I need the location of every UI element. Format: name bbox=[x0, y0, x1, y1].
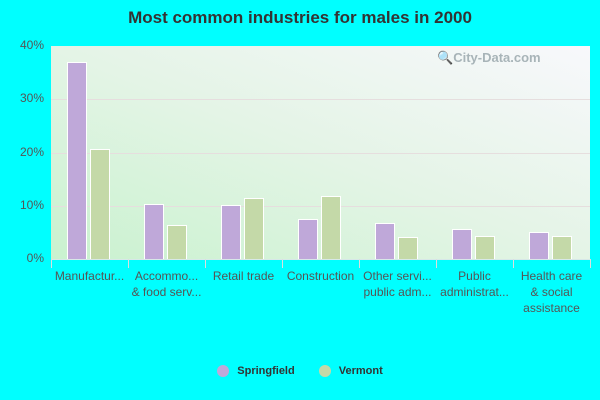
x-tick-mark bbox=[436, 259, 437, 268]
bar-vermont[interactable] bbox=[321, 196, 341, 259]
bar-vermont[interactable] bbox=[398, 237, 418, 259]
legend-label: Vermont bbox=[338, 365, 383, 377]
x-tick-label: Retail trade bbox=[212, 269, 275, 283]
gridline bbox=[51, 99, 590, 101]
legend-swatch-icon bbox=[217, 365, 230, 377]
x-tick-label: Manufactur... bbox=[54, 269, 125, 283]
y-tick-label: 10% bbox=[19, 197, 44, 212]
bar-springfield[interactable] bbox=[529, 232, 549, 259]
y-tick-label: 40% bbox=[19, 38, 44, 52]
bar-springfield[interactable] bbox=[298, 218, 318, 259]
y-tick-label: 30% bbox=[19, 91, 44, 106]
x-tick-mark bbox=[590, 259, 591, 268]
legend-item-vermont[interactable]: Vermont bbox=[318, 365, 383, 377]
x-tick-mark bbox=[205, 259, 206, 268]
bar-springfield[interactable] bbox=[67, 61, 87, 259]
bar-springfield[interactable] bbox=[375, 223, 395, 259]
bar-springfield[interactable] bbox=[452, 229, 472, 259]
x-tick-label: Public administrat... bbox=[440, 269, 509, 299]
x-tick-mark bbox=[359, 259, 360, 268]
watermark: 🔍City-Data.com bbox=[437, 50, 541, 65]
legend-swatch-icon bbox=[318, 365, 331, 377]
bar-vermont[interactable] bbox=[475, 236, 495, 259]
y-tick-label: 0% bbox=[26, 251, 44, 265]
bar-vermont[interactable] bbox=[552, 236, 572, 259]
bar-springfield[interactable] bbox=[221, 205, 241, 259]
bar-vermont[interactable] bbox=[244, 198, 264, 259]
legend-label: Springfield bbox=[237, 365, 295, 377]
x-tick-mark bbox=[128, 259, 129, 268]
chart-title: Most common industries for males in 2000 bbox=[128, 8, 472, 27]
x-axis-line bbox=[51, 259, 590, 260]
x-tick-mark bbox=[282, 259, 283, 268]
legend: Springfield Vermont bbox=[0, 365, 600, 377]
gridline bbox=[51, 152, 590, 154]
bar-springfield[interactable] bbox=[144, 204, 164, 259]
x-tick-label: Health care & social assistance bbox=[520, 269, 583, 315]
plot-area: 🔍City-Data.com bbox=[51, 46, 590, 259]
x-tick-label: Other servi... public adm... bbox=[363, 269, 432, 299]
gridline bbox=[51, 205, 590, 207]
x-tick-mark bbox=[513, 259, 514, 268]
x-tick-label: Accommo... & food serv... bbox=[131, 269, 202, 299]
magnifier-chart-icon: 🔍 bbox=[437, 50, 454, 65]
x-tick-label: Construction bbox=[286, 269, 355, 283]
y-tick-label: 20% bbox=[19, 144, 44, 159]
legend-item-springfield[interactable]: Springfield bbox=[217, 365, 295, 377]
bar-vermont[interactable] bbox=[90, 149, 110, 259]
bar-vermont[interactable] bbox=[167, 225, 187, 259]
x-tick-mark bbox=[51, 259, 52, 268]
